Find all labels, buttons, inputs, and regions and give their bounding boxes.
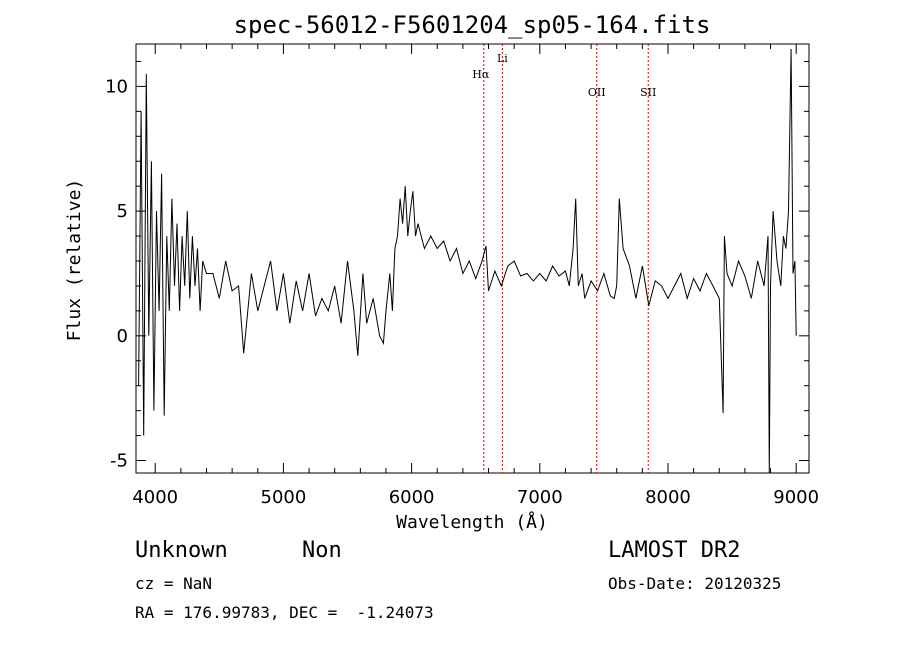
plot-frame <box>135 43 810 474</box>
marker-label-0: Hα <box>472 68 490 81</box>
y-tick-label-1: 0 <box>117 326 128 347</box>
x-tick-label-0: 4000 <box>132 487 178 508</box>
x-tick-label-2: 6000 <box>389 487 435 508</box>
y-axis-label: Flux (relative) <box>64 179 85 342</box>
x-tick-label-4: 8000 <box>645 487 691 508</box>
y-axis-ticks: -5 0 5 10 <box>105 60 809 472</box>
cz-value: cz = NaN <box>135 574 213 593</box>
obs-date: Obs-Date: 20120325 <box>608 574 782 593</box>
x-tick-label-1: 5000 <box>261 487 307 508</box>
emission-line-markers: Hα Li OII SII <box>472 44 656 473</box>
y-tick-label-2: 5 <box>117 201 128 222</box>
subclass-label: Non <box>302 538 342 563</box>
coordinates: RA = 176.99783, DEC = -1.24073 <box>135 603 434 622</box>
class-label: Unknown <box>135 538 228 563</box>
y-tick-label-0: -5 <box>110 451 128 472</box>
marker-label-2: OII <box>588 86 606 99</box>
y-tick-label-3: 10 <box>105 76 128 97</box>
x-tick-label-5: 9000 <box>773 487 819 508</box>
marker-label-1: Li <box>497 52 508 65</box>
spectrum-line <box>138 48 797 474</box>
x-axis-ticks: 4000 5000 6000 7000 8000 9000 <box>132 44 819 508</box>
chart-title: spec-56012-F5601204_sp05-164.fits <box>234 11 711 39</box>
survey-label: LAMOST DR2 <box>608 538 741 563</box>
x-axis-label: Wavelength (Å) <box>396 511 548 533</box>
x-tick-label-3: 7000 <box>517 487 563 508</box>
marker-label-3: SII <box>640 86 656 99</box>
